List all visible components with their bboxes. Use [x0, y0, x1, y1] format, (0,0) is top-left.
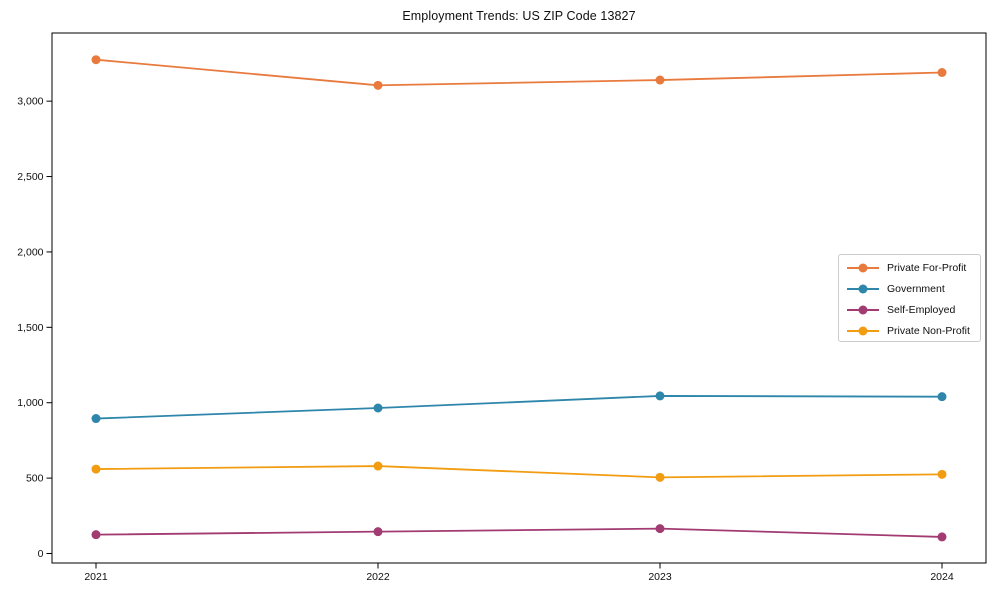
data-point-government-2024	[937, 392, 947, 402]
data-point-government-2023	[655, 391, 665, 401]
legend-item-government: Government	[846, 279, 980, 299]
data-point-private-for-profit-2023	[655, 75, 665, 85]
data-point-self-employed-2021	[91, 530, 101, 540]
data-point-private-for-profit-2022	[373, 80, 383, 90]
chart-title: Employment Trends: US ZIP Code 13827	[402, 9, 636, 23]
y-tick-label: 2,000	[17, 246, 43, 258]
y-tick-label: 2,500	[17, 171, 43, 183]
data-point-private-non-profit-2022	[373, 461, 383, 471]
data-point-government-2021	[91, 414, 101, 424]
y-tick-label: 1,500	[17, 322, 43, 334]
legend-label: Self-Employed	[887, 303, 956, 316]
plot-spines	[51, 32, 987, 564]
legend-label: Private For-Profit	[887, 262, 967, 275]
x-tick-label: 2022	[366, 571, 390, 583]
series-line-private-non-profit	[95, 465, 943, 479]
series-line-government	[95, 395, 943, 420]
legend-label: Private Non-Profit	[887, 324, 970, 337]
y-tick-label: 0	[38, 548, 44, 560]
y-tick-label: 500	[26, 473, 44, 485]
data-point-self-employed-2022	[373, 527, 383, 537]
x-tick-label: 2023	[648, 571, 672, 583]
legend-line-marker-private-non-profit	[847, 326, 879, 336]
data-point-self-employed-2023	[655, 524, 665, 534]
legend-line-marker-private-for-profit	[847, 263, 879, 273]
data-point-self-employed-2024	[937, 532, 947, 542]
data-point-private-for-profit-2024	[937, 68, 947, 78]
chart-legend: Private For-Profit Government Self-Employe…	[838, 254, 981, 342]
data-point-government-2022	[373, 403, 383, 413]
data-point-private-non-profit-2021	[91, 464, 101, 474]
data-point-private-for-profit-2021	[91, 55, 101, 65]
legend-line-marker-self-employed	[847, 305, 879, 315]
legend-item-private-non-profit: Private Non-Profit	[846, 321, 980, 341]
data-point-private-non-profit-2024	[937, 469, 947, 479]
legend-item-private-for-profit: Private For-Profit	[846, 258, 980, 278]
y-tick-label: 1,000	[17, 397, 43, 409]
series-line-self-employed	[95, 527, 943, 538]
series-line-private-for-profit	[95, 58, 943, 87]
legend-item-self-employed: Self-Employed	[846, 300, 980, 320]
legend-label: Government	[887, 283, 945, 296]
data-point-private-non-profit-2023	[655, 472, 665, 482]
y-tick-label: 3,000	[17, 96, 43, 108]
x-tick-label: 2024	[930, 571, 954, 583]
x-tick-label: 2021	[84, 571, 108, 583]
legend-line-marker-government	[847, 284, 879, 294]
